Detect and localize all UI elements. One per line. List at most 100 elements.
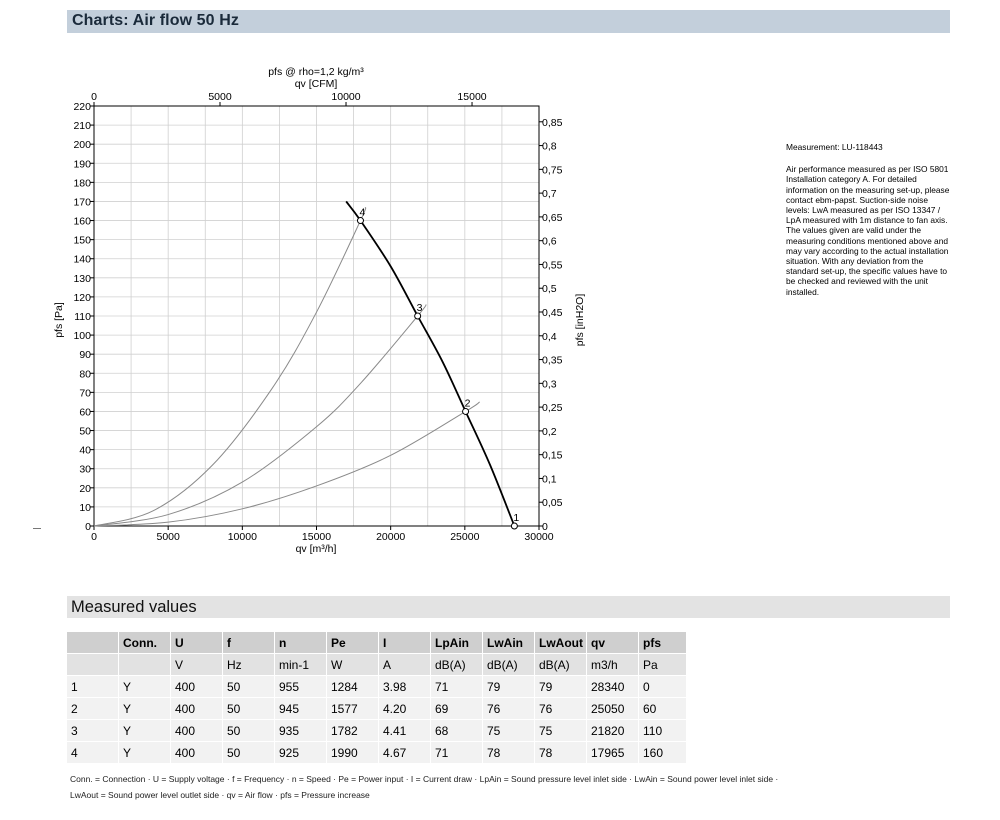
x-tick-label: 10000 [228, 531, 257, 543]
legend-line-2: LwAout = Sound power level outlet side ·… [70, 790, 370, 800]
y-right-tick-label: 0,3 [542, 378, 557, 390]
table-cell: 4 [67, 742, 119, 764]
table-cell: 76 [483, 698, 535, 720]
table-cell: 71 [431, 676, 483, 698]
y-tick-label: 180 [73, 177, 91, 189]
chart-title: pfs @ rho=1,2 kg/m³ [268, 66, 364, 78]
table-cell: 400 [171, 720, 223, 742]
table-cell: 4.67 [379, 742, 431, 764]
y-tick-label: 220 [73, 101, 91, 113]
margin-dash [33, 528, 41, 529]
table-cell: 400 [171, 698, 223, 720]
unit-cell: W [327, 654, 379, 676]
table-cell: 110 [639, 720, 687, 742]
y-tick-label: 140 [73, 254, 91, 266]
header-cell [67, 632, 119, 654]
table-cell: Y [119, 676, 171, 698]
y-right-tick-label: 0,85 [542, 117, 563, 129]
x-tick-label: 5000 [156, 531, 180, 543]
chart-grid [93, 105, 540, 527]
table-cell: 78 [535, 742, 587, 764]
table-cell: 68 [431, 720, 483, 742]
y-right-tick-label: 0,5 [542, 283, 557, 295]
table-cell: 1990 [327, 742, 379, 764]
table-cell: 1 [67, 676, 119, 698]
y-axis-label: pfs [Pa] [53, 302, 65, 338]
table-cell: 50 [223, 676, 275, 698]
chart-points: 1 2 3 4 [356, 207, 519, 530]
unit-cell: dB(A) [535, 654, 587, 676]
y-right-tick-label: 0,8 [542, 141, 557, 153]
table-cell: 400 [171, 742, 223, 764]
chart-curves [93, 200, 516, 527]
table-cell: 0 [639, 676, 687, 698]
y-right-tick-label: 0,2 [542, 426, 557, 438]
table-cell: 1284 [327, 676, 379, 698]
unit-cell: dB(A) [483, 654, 535, 676]
x-tick-label: 15000 [302, 531, 331, 543]
system-curve [93, 401, 480, 527]
table-row: 1 Y 400 50 955 1284 3.98 71 79 79 28340 … [67, 676, 687, 698]
y-right-tick-label: 0,35 [542, 355, 563, 367]
y-tick-label: 20 [79, 483, 91, 495]
header-cell: LpAin [431, 632, 483, 654]
table-cell: 75 [483, 720, 535, 742]
operating-point [462, 407, 470, 415]
header-cell: LwAin [483, 632, 535, 654]
y-right-tick-label: 0,05 [542, 497, 563, 509]
y-right-tick-label: 0,1 [542, 473, 557, 485]
table-cell: 69 [431, 698, 483, 720]
table-cell: 3.98 [379, 676, 431, 698]
x-top-tick-label: 0 [91, 91, 97, 103]
y-tick-label: 90 [79, 349, 91, 361]
x-tick-label: 25000 [450, 531, 479, 543]
y-tick-label: 60 [79, 406, 91, 418]
table-cell: 160 [639, 742, 687, 764]
table-cell: 4.41 [379, 720, 431, 742]
y-tick-label: 170 [73, 196, 91, 208]
x-axis-label: qv [m³/h] [296, 543, 337, 555]
table-units-row: V Hz min-1 W A dB(A) dB(A) dB(A) m3/h Pa [67, 654, 687, 676]
y-tick-label: 100 [73, 330, 91, 342]
table-cell: 50 [223, 742, 275, 764]
y-tick-label: 130 [73, 273, 91, 285]
table-cell: 50 [223, 720, 275, 742]
measured-values-bar: Measured values [67, 596, 950, 618]
table-cell: 1782 [327, 720, 379, 742]
y-right-tick-label: 0,55 [542, 259, 563, 271]
y-tick-label: 190 [73, 158, 91, 170]
header-cell: Conn. [119, 632, 171, 654]
header-cell: U [171, 632, 223, 654]
table-cell: 75 [535, 720, 587, 742]
table-cell: Y [119, 698, 171, 720]
table-cell: 945 [275, 698, 327, 720]
table-cell: 60 [639, 698, 687, 720]
header-cell: I [379, 632, 431, 654]
unit-cell: min-1 [275, 654, 327, 676]
table-row: 3 Y 400 50 935 1782 4.41 68 75 75 21820 … [67, 720, 687, 742]
x-tick-label: 20000 [376, 531, 405, 543]
header-cell: n [275, 632, 327, 654]
y-tick-label: 80 [79, 368, 91, 380]
measurement-note: Measurement: LU-118443 Air performance m… [786, 142, 952, 309]
x-tick-label: 0 [91, 531, 97, 543]
y-right-tick-label: 0,65 [542, 212, 563, 224]
unit-cell [119, 654, 171, 676]
y-right-tick-label: 0,45 [542, 307, 563, 319]
y-tick-label: 10 [79, 502, 91, 514]
measurement-description: Air performance measured as per ISO 5801… [786, 164, 950, 297]
y-tick-label: 40 [79, 445, 91, 457]
y-tick-label: 110 [74, 311, 91, 323]
table-cell: 955 [275, 676, 327, 698]
table-cell: 935 [275, 720, 327, 742]
page-title: Charts: Air flow 50 Hz [72, 12, 239, 29]
unit-cell: dB(A) [431, 654, 483, 676]
operating-point [510, 522, 518, 530]
header-cell: LwAout [535, 632, 587, 654]
x-tick-label: 30000 [524, 531, 553, 543]
y-tick-label: 210 [73, 120, 91, 132]
unit-cell: m3/h [587, 654, 639, 676]
table-cell: 79 [535, 676, 587, 698]
table-cell: 1577 [327, 698, 379, 720]
fan-curve [345, 200, 516, 527]
